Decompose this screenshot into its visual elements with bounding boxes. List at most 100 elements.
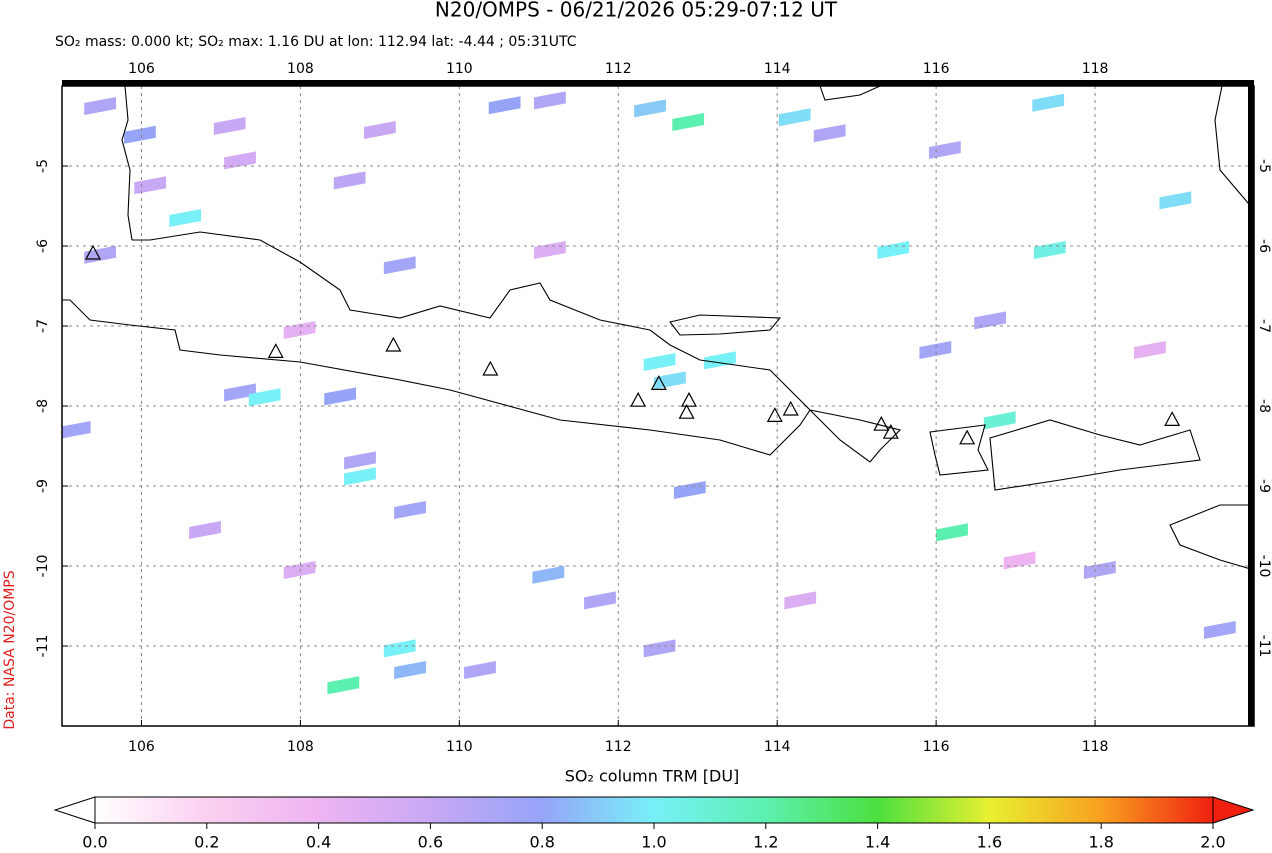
coastline	[669, 314, 782, 336]
volcano	[630, 391, 647, 407]
volcano-layer	[84, 244, 1181, 445]
so2-pixel	[224, 151, 256, 170]
so2-pixel	[672, 113, 705, 131]
so2-pixel	[62, 421, 91, 439]
colorbar-low-arrow	[53, 796, 96, 824]
pixel-layer	[62, 91, 1236, 695]
x-tick-label: 114	[764, 739, 791, 755]
y-tick-label: -11	[1256, 635, 1272, 658]
so2-pixel	[532, 565, 565, 584]
so2-pixel	[534, 241, 566, 259]
coastline	[1169, 504, 1254, 571]
so2-pixel	[1032, 93, 1065, 112]
so2-pixel	[643, 639, 676, 658]
y-tick-label: -5	[35, 159, 51, 173]
y-tick-label: -6	[35, 239, 51, 253]
colorbar	[94, 796, 1214, 824]
y-tick-label: -8	[35, 399, 51, 413]
so2-pixel	[327, 676, 360, 695]
so2-pixel	[1033, 241, 1066, 259]
colorbar-tick-label: 1.2	[753, 833, 778, 852]
so2-pixel	[283, 321, 316, 339]
so2-pixel	[464, 661, 496, 679]
colorbar-tick-label: 0.4	[306, 833, 331, 852]
so2-pixel	[333, 171, 366, 190]
so2-pixel	[324, 387, 357, 406]
chart-title: N20/OMPS - 06/21/2026 05:29-07:12 UT	[435, 0, 838, 22]
y-tick-label: -10	[35, 555, 51, 578]
x-tick-label: 108	[287, 739, 314, 755]
volcano	[680, 391, 697, 407]
so2-pixel	[488, 96, 521, 115]
volcano	[782, 400, 799, 416]
so2-pixel	[634, 99, 666, 118]
x-tick-label: 106	[128, 61, 155, 77]
colorbar-tick-label: 1.0	[641, 833, 666, 852]
x-tick-label: 112	[605, 61, 632, 77]
so2-pixel	[983, 411, 1016, 430]
coastlines	[62, 86, 1254, 571]
volcano	[385, 336, 402, 352]
so2-pixel	[813, 124, 846, 143]
y-tick-label: -9	[35, 479, 51, 493]
so2-pixel	[1203, 621, 1236, 639]
so2-pixel	[1134, 341, 1166, 359]
coastline	[989, 419, 1201, 491]
so2-pixel	[213, 117, 246, 135]
volcano	[650, 375, 667, 390]
so2-pixel	[363, 121, 396, 139]
so2-pixel	[974, 311, 1007, 330]
data-source: Data: NASA N20/OMPS	[2, 570, 18, 729]
x-tick-label: 110	[446, 739, 473, 755]
coastline	[121, 86, 133, 241]
so2-pixel	[1083, 561, 1116, 579]
so2-pixel	[704, 351, 736, 370]
so2-pixel	[394, 661, 426, 679]
so2-pixel	[877, 241, 910, 259]
volcano	[873, 415, 890, 431]
x-tick-label: 116	[923, 61, 950, 77]
so2-pixel	[584, 591, 616, 610]
so2-pixel	[84, 245, 117, 264]
volcano	[882, 423, 899, 439]
so2-pixel	[784, 591, 817, 610]
so2-pixel	[1159, 191, 1192, 210]
so2-pixel	[189, 521, 221, 539]
volcano	[766, 407, 783, 422]
so2-pixel	[224, 383, 256, 402]
colorbar-tick-label: 0.0	[82, 833, 107, 852]
x-tick-label: 116	[923, 739, 950, 755]
colorbar-tick-label: 0.2	[194, 833, 219, 852]
so2-pixel	[654, 371, 686, 390]
coastline	[819, 86, 881, 101]
so2-pixel	[134, 176, 167, 195]
colorbar-tick-label: 0.6	[418, 833, 443, 852]
y-tick-label: -7	[1256, 319, 1272, 333]
so2-pixel	[123, 125, 156, 144]
x-tick-label: 106	[128, 739, 155, 755]
so2-pixel	[919, 341, 952, 359]
x-tick-label: 108	[287, 61, 314, 77]
so2-pixel	[534, 91, 566, 110]
x-tick-label: 114	[764, 61, 791, 77]
so2-pixel	[1003, 551, 1036, 570]
y-tick-label: -7	[35, 319, 51, 333]
so2-pixel	[383, 256, 416, 275]
so2-pixel	[84, 97, 117, 115]
colorbar-tick-label: 1.6	[977, 833, 1002, 852]
volcano	[1164, 411, 1181, 426]
y-tick-label: -5	[1256, 159, 1272, 173]
so2-pixel	[344, 467, 376, 486]
y-tick-label: -6	[1256, 239, 1272, 253]
coastline	[808, 409, 902, 463]
colorbar-tick-label: 1.8	[1088, 833, 1113, 852]
volcano	[959, 429, 976, 445]
coastline	[929, 424, 989, 476]
x-tick-label: 112	[605, 739, 632, 755]
coastline	[62, 231, 811, 456]
volcano	[84, 244, 101, 260]
x-tick-label: 118	[1082, 61, 1109, 77]
colorbar-tick-label: 1.4	[865, 833, 890, 852]
y-tick-label: -11	[35, 635, 51, 658]
